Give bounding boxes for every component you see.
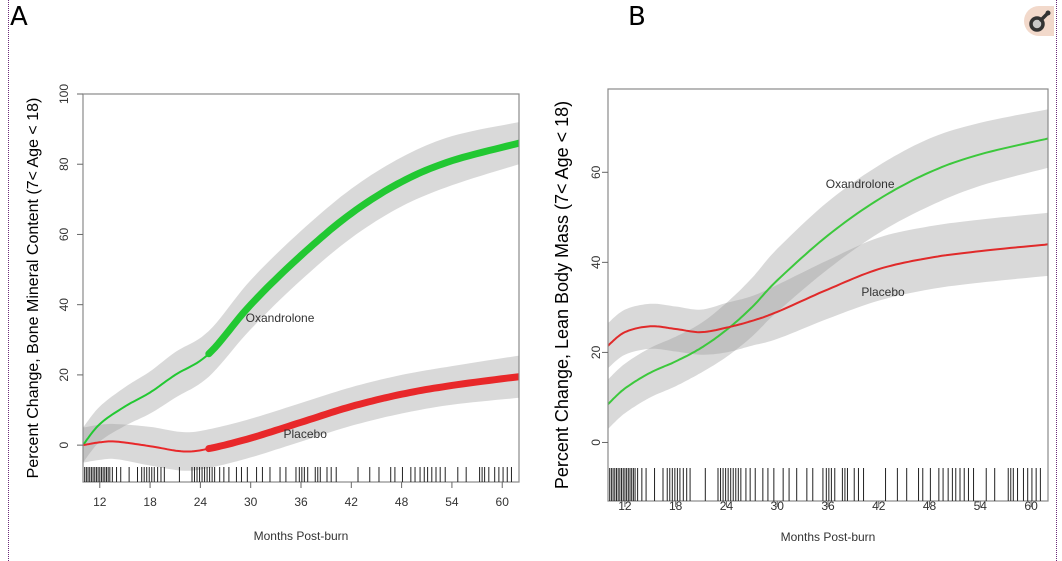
y-tick-label: 60 bbox=[589, 165, 603, 179]
y-tick-label: 20 bbox=[57, 368, 71, 382]
thick-line-placebo-a bbox=[205, 373, 519, 453]
x-tick-label: 48 bbox=[395, 495, 409, 509]
thick-line-oxandrolone-a bbox=[205, 139, 519, 358]
y-tick-label: 40 bbox=[57, 298, 71, 312]
x-tick-label: 18 bbox=[669, 499, 683, 513]
x-tick-label: 54 bbox=[445, 495, 459, 509]
gender-badge bbox=[1024, 6, 1054, 36]
x-tick-label: 24 bbox=[194, 495, 208, 509]
y-tick-label: 80 bbox=[57, 157, 71, 171]
ci-band-oxandrolone-b bbox=[608, 109, 1048, 430]
x-tick-label: 36 bbox=[821, 499, 835, 513]
right-border bbox=[1056, 0, 1057, 561]
panel-label-a: A bbox=[10, 2, 28, 32]
x-tick-label: 30 bbox=[771, 499, 785, 513]
x-tick-label: 54 bbox=[974, 499, 988, 513]
y-tick-label: 0 bbox=[589, 439, 603, 446]
x-axis-label: Months Post-burn bbox=[781, 530, 876, 544]
panel-label-b: B bbox=[628, 2, 646, 32]
series-annotation-placebo: Placebo bbox=[284, 427, 328, 441]
x-tick-label: 60 bbox=[1024, 499, 1038, 513]
x-tick-label: 42 bbox=[872, 499, 886, 513]
y-axis-label: Percent Change, Bone Mineral Content (7<… bbox=[25, 98, 42, 479]
x-tick-label: 30 bbox=[244, 495, 258, 509]
y-axis-label: Percent Change, Lean Body Mass (7< Age <… bbox=[552, 101, 572, 489]
line-placebo-b bbox=[608, 243, 1048, 347]
ci-band-oxandrolone-a bbox=[83, 122, 519, 463]
y-tick-label: 0 bbox=[57, 441, 71, 448]
y-tick-label: 100 bbox=[57, 84, 71, 104]
series-annotation-oxandrolone: Oxandrolone bbox=[246, 311, 315, 325]
series-annotation-oxandrolone: Oxandrolone bbox=[826, 177, 895, 191]
x-axis-label: Months Post-burn bbox=[254, 529, 349, 543]
x-tick-label: 48 bbox=[923, 499, 937, 513]
male-symbol-icon bbox=[1029, 10, 1051, 32]
x-tick-label: 12 bbox=[93, 495, 107, 509]
x-tick-label: 60 bbox=[496, 495, 510, 509]
y-tick-label: 60 bbox=[57, 227, 71, 241]
line-oxandrolone-b bbox=[608, 137, 1048, 405]
y-tick-label: 40 bbox=[589, 255, 603, 269]
x-tick-label: 42 bbox=[345, 495, 359, 509]
x-tick-label: 18 bbox=[143, 495, 157, 509]
left-border bbox=[8, 0, 9, 561]
x-tick-label: 12 bbox=[618, 499, 632, 513]
x-tick-label: 24 bbox=[720, 499, 734, 513]
series-annotation-placebo: Placebo bbox=[861, 285, 905, 299]
y-tick-label: 20 bbox=[589, 345, 603, 359]
ci-band-placebo-a bbox=[83, 355, 519, 471]
x-tick-label: 36 bbox=[294, 495, 308, 509]
